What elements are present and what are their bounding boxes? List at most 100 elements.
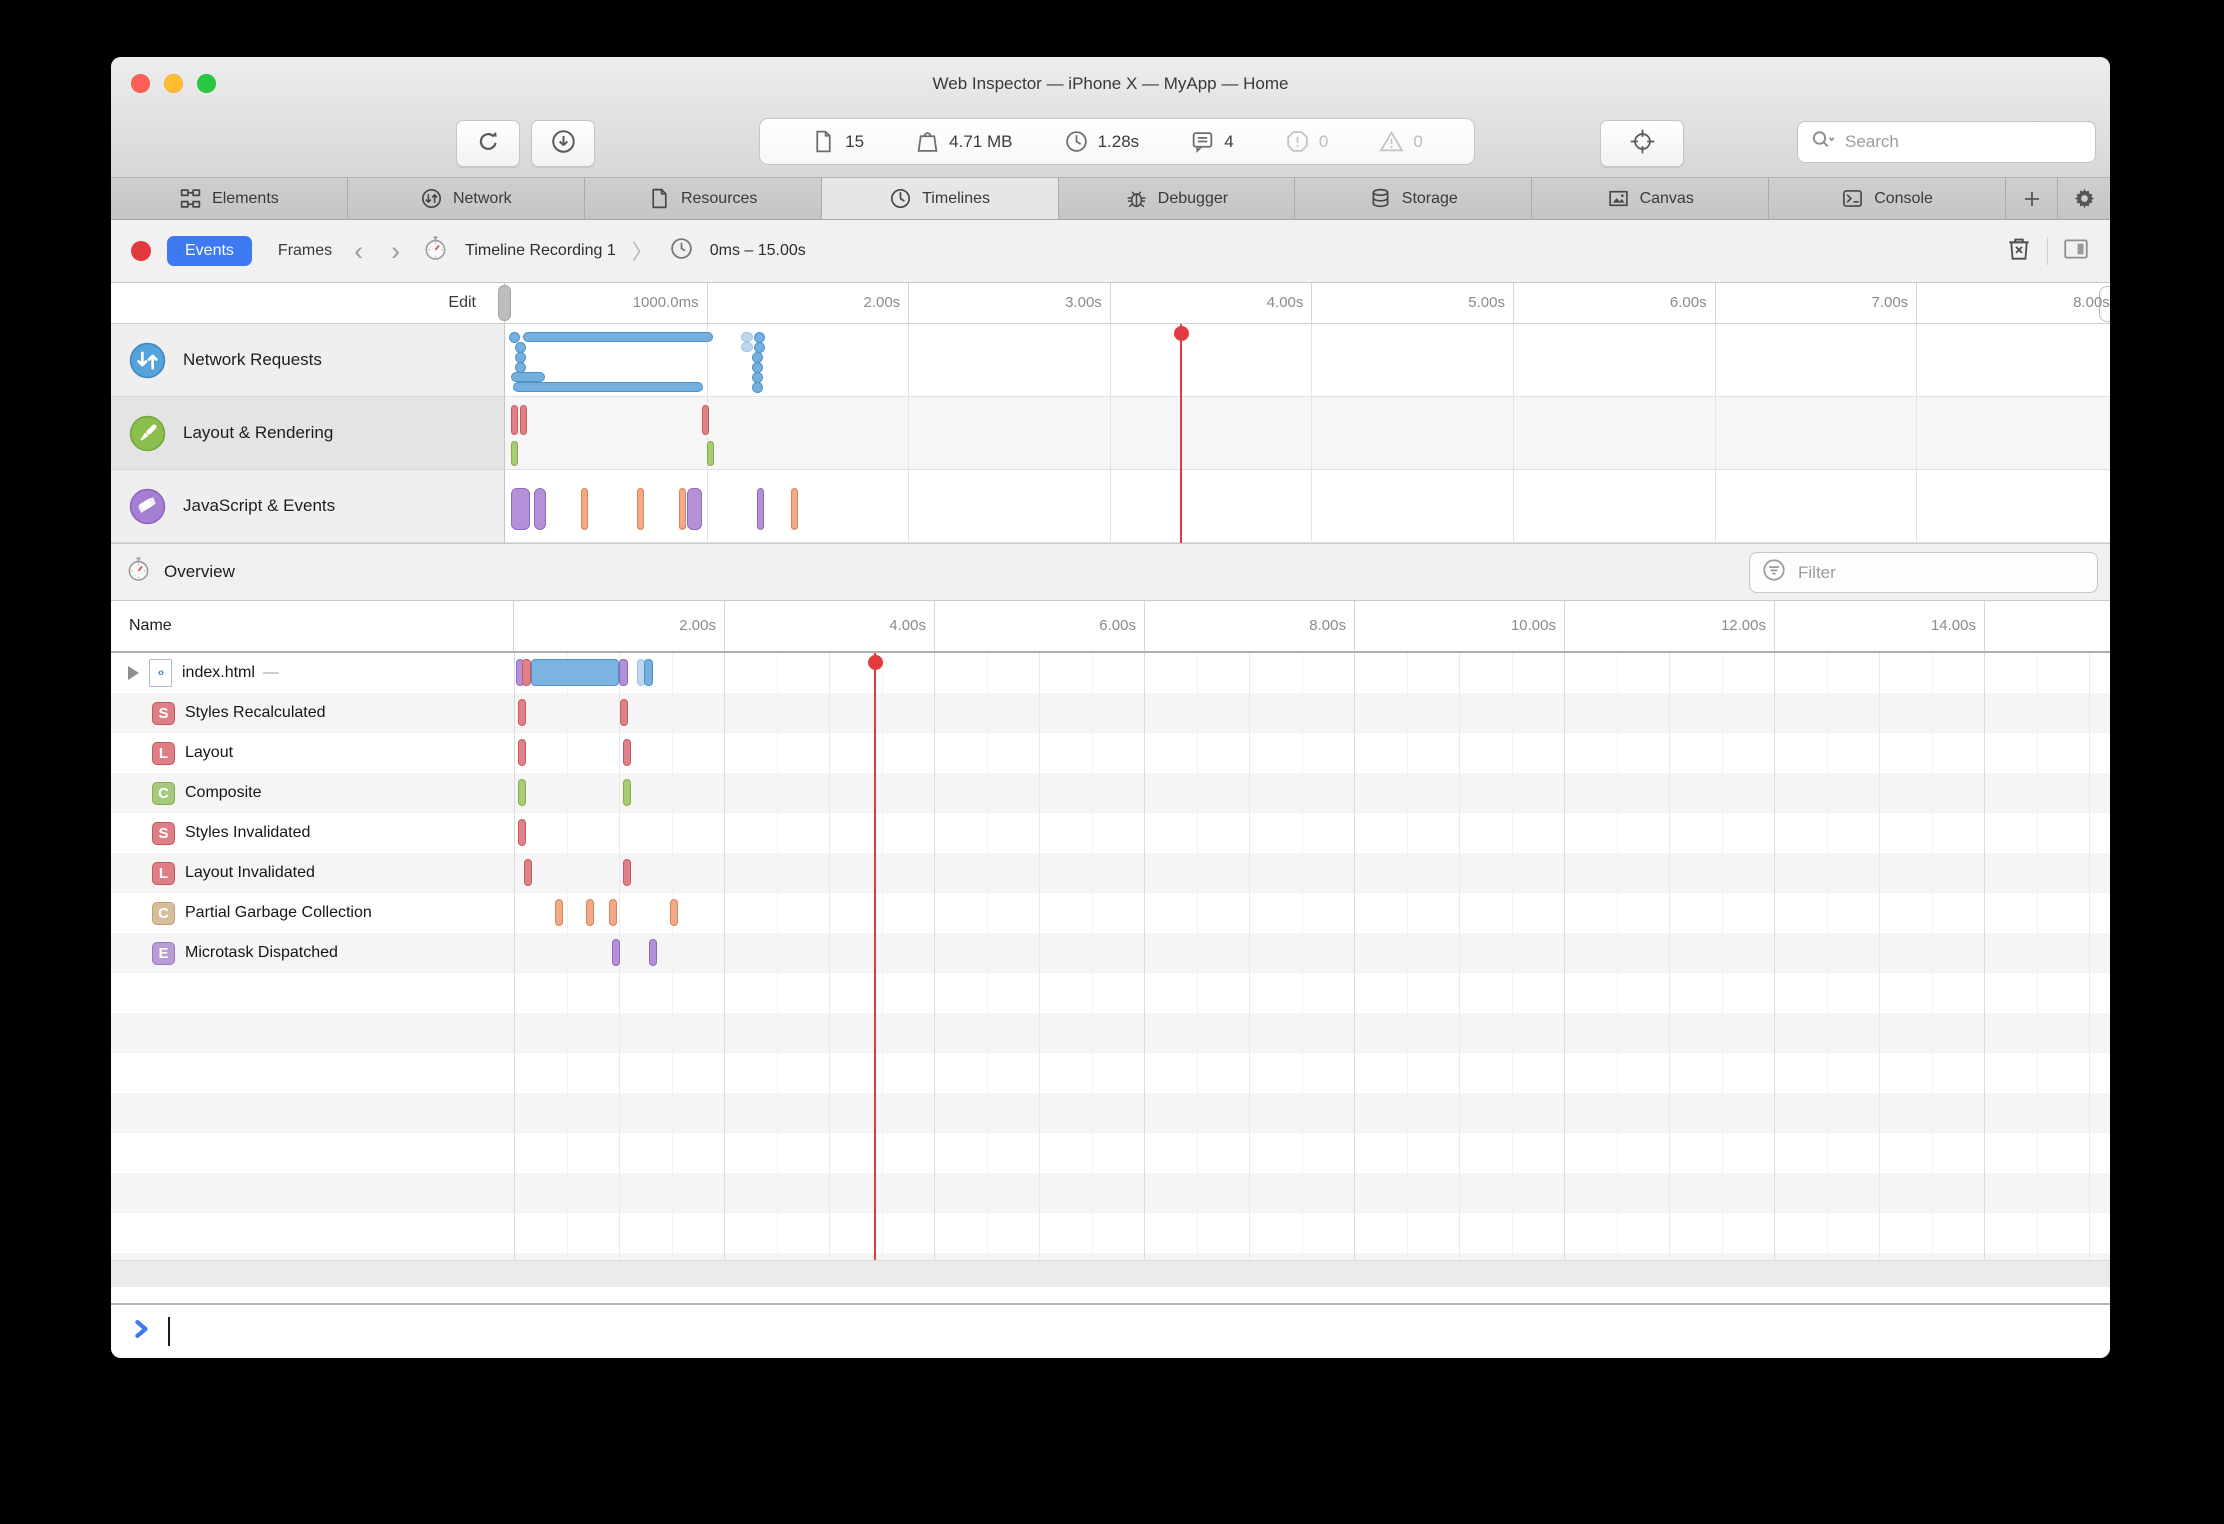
tab-debugger[interactable]: Debugger <box>1059 178 1296 219</box>
ruler-scroll-nub[interactable] <box>2099 286 2110 322</box>
stat-resource-weight[interactable]: 4.71 MB <box>915 129 1012 154</box>
event-bar[interactable] <box>518 779 527 806</box>
stat-load-time[interactable]: 1.28s <box>1064 129 1139 154</box>
events-toggle[interactable]: Events <box>167 236 252 266</box>
timeline-bar-segment[interactable] <box>706 441 714 466</box>
table-row[interactable]: ‹› index.html — <box>111 653 514 693</box>
filter-field[interactable] <box>1749 552 2098 593</box>
ruler-handle[interactable] <box>498 285 511 321</box>
network-dot[interactable] <box>509 332 521 343</box>
resource-stats[interactable]: 15 4.71 MB 1.28s 4 0 0 <box>759 118 1475 165</box>
network-dot[interactable] <box>751 382 763 393</box>
playhead-handle[interactable] <box>1173 326 1189 341</box>
track-graph[interactable] <box>505 324 2110 543</box>
reload-button[interactable] <box>456 120 520 167</box>
tab-timelines[interactable]: Timelines <box>821 178 1059 219</box>
edit-button[interactable]: Edit <box>111 283 511 323</box>
event-bar[interactable] <box>608 899 617 926</box>
minimize-button[interactable] <box>164 74 183 93</box>
stat-error[interactable]: 0 <box>1285 129 1328 154</box>
breadcrumb-recording[interactable]: Timeline Recording 1 <box>465 242 616 259</box>
timeline-bar-segment[interactable] <box>534 488 547 530</box>
track-row-layout-rendering[interactable]: Layout & Rendering <box>111 397 504 470</box>
close-button[interactable] <box>131 74 150 93</box>
download-button[interactable] <box>531 120 595 167</box>
new-tab-button[interactable] <box>2006 178 2058 219</box>
event-bar[interactable] <box>611 939 620 966</box>
search-input[interactable] <box>1843 131 2083 153</box>
zoom-button[interactable] <box>197 74 216 93</box>
timeline-bar-segment[interactable] <box>580 488 588 530</box>
track-row-javascript-events[interactable]: JavaScript & Events <box>111 470 504 543</box>
event-bar[interactable] <box>670 899 679 926</box>
event-bar[interactable] <box>649 939 658 966</box>
table-row[interactable]: L Layout Invalidated <box>111 853 514 893</box>
event-bar[interactable] <box>644 659 653 686</box>
table-row[interactable]: C Composite <box>111 773 514 813</box>
top-ruler[interactable]: 1000.0ms 2.00s 3.00s 4.00s 5.00s 6.00s 7.00s 8.… <box>505 283 2110 323</box>
table-row[interactable]: E Microtask Dispatched <box>111 933 514 973</box>
event-bar[interactable] <box>523 859 532 886</box>
event-bar[interactable] <box>619 659 629 686</box>
table-row[interactable]: L Layout <box>111 733 514 773</box>
overview-select[interactable]: Overview <box>164 562 235 581</box>
table-row[interactable]: S Styles Invalidated <box>111 813 514 853</box>
event-bar[interactable] <box>518 739 527 766</box>
tab-resources[interactable]: Resources <box>585 178 822 219</box>
playhead[interactable] <box>1173 324 1189 543</box>
stat-warning[interactable]: 0 <box>1379 129 1423 154</box>
bottom-ruler[interactable]: 2.00s 4.00s 6.00s 8.00s 10.00s 12.00s 14.00s <box>514 601 2110 651</box>
timeline-bar-segment[interactable] <box>740 342 753 352</box>
table-row[interactable]: C Partial Garbage Collection <box>111 893 514 933</box>
console-prompt[interactable] <box>111 1303 2110 1358</box>
tab-canvas[interactable]: Canvas <box>1532 178 1770 219</box>
table-row[interactable]: S Styles Recalculated <box>111 693 514 733</box>
playhead[interactable] <box>867 653 883 1260</box>
tab-elements[interactable]: Elements <box>111 178 348 219</box>
forward-button[interactable]: › <box>391 235 401 266</box>
settings-tab-button[interactable] <box>2058 178 2110 219</box>
timeline-bar-segment[interactable] <box>740 332 753 342</box>
timeline-bar-segment[interactable] <box>520 405 528 435</box>
timeline-bar-segment[interactable] <box>637 488 645 530</box>
event-bar[interactable] <box>554 899 563 926</box>
name-column-header[interactable]: Name <box>111 601 514 651</box>
tab-console[interactable]: Console <box>1769 178 2006 219</box>
record-button[interactable] <box>131 241 151 261</box>
disclosure-triangle-icon[interactable] <box>128 666 139 680</box>
stat-document[interactable]: 15 <box>811 129 864 154</box>
timeline-bar-segment[interactable] <box>523 332 713 342</box>
stat-console-message[interactable]: 4 <box>1190 129 1234 154</box>
timeline-bar-segment[interactable] <box>511 441 519 466</box>
frames-toggle[interactable]: Frames <box>277 242 333 259</box>
event-bar[interactable] <box>620 699 629 726</box>
timeline-bar-segment[interactable] <box>687 488 702 530</box>
tab-storage[interactable]: Storage <box>1295 178 1533 219</box>
event-bar[interactable] <box>530 659 619 686</box>
timeline-bar-segment[interactable] <box>791 488 799 530</box>
timeline-bar-segment[interactable] <box>511 488 531 530</box>
timeline-bar-segment[interactable] <box>757 488 765 530</box>
timeline-bar-segment[interactable] <box>511 405 519 435</box>
tab-network[interactable]: Network <box>348 178 585 219</box>
event-bar[interactable] <box>518 819 527 846</box>
timeline-bar-segment[interactable] <box>679 488 687 530</box>
filter-input[interactable] <box>1796 561 2086 584</box>
timeline-bar-segment[interactable] <box>701 405 709 435</box>
sidebar-toggle-icon[interactable] <box>2062 235 2090 268</box>
event-bar[interactable] <box>623 779 632 806</box>
breadcrumb-range[interactable]: 0ms – 15.00s <box>709 242 806 259</box>
event-bar[interactable] <box>518 699 527 726</box>
back-button[interactable]: ‹ <box>354 235 364 266</box>
timeline-bar-segment[interactable] <box>511 372 546 382</box>
element-picker-button[interactable] <box>1600 120 1684 167</box>
clear-timeline-icon[interactable] <box>2005 235 2033 268</box>
playhead-handle[interactable] <box>867 655 883 670</box>
search-field[interactable] <box>1797 121 2096 163</box>
titlebar[interactable]: Web Inspector — iPhone X — MyApp — Home <box>111 57 2110 110</box>
track-row-network-requests[interactable]: Network Requests <box>111 324 504 397</box>
event-bar[interactable] <box>586 899 595 926</box>
event-bar[interactable] <box>623 859 632 886</box>
event-bar[interactable] <box>522 659 531 686</box>
timeline-bar-segment[interactable] <box>513 382 703 392</box>
